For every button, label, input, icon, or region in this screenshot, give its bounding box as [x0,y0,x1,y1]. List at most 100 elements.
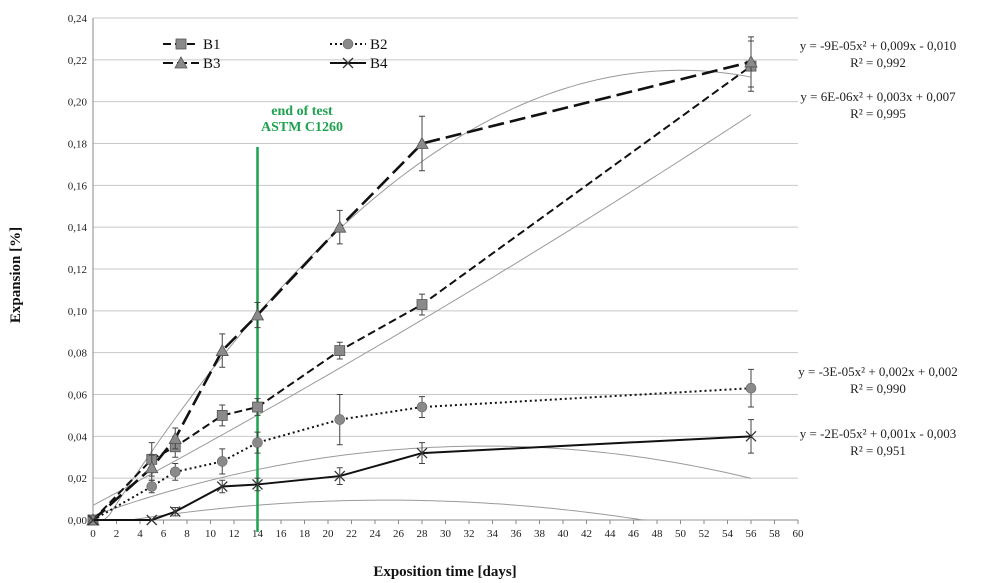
data-point [252,437,263,448]
equations: y = 6E-06x² + 0,003x + 0,007 R² = 0,995 y … [798,38,958,458]
legend-label: B4 [370,56,388,72]
series-line [92,60,752,521]
data-point [87,514,99,526]
legend-marker [342,57,354,69]
x-tick-label: 4 [137,528,143,540]
x-tick-label: 16 [276,528,288,540]
annotation-label: ASTM C1260 [261,120,343,135]
x-tick-label: 12 [229,528,240,540]
data-point [334,470,346,482]
legend-item-b3: B3 [163,56,221,72]
y-tick-label: 0,16 [68,180,88,192]
y-tick-label: 0,00 [68,515,88,527]
x-tick-label: 54 [722,528,734,540]
data-point [168,431,182,444]
data-point [216,410,228,421]
trend-r2-b2: R² = 0,990 [850,381,906,396]
legend-marker [175,38,187,50]
data-point [169,466,181,478]
series-group [86,36,758,526]
data-point [416,447,428,459]
y-tick-label: 0,22 [68,55,87,67]
x-tick-label: 60 [793,528,805,540]
data-point [250,308,265,321]
y-tick-label: 0,18 [68,139,88,151]
x-tick-label: 6 [161,528,167,540]
data-point [216,481,228,492]
y-tick-label: 0,04 [68,431,88,443]
data-point [252,478,263,490]
grid [93,17,798,479]
x-tick-label: 10 [205,528,217,540]
legend-label: B3 [203,56,221,72]
legend-marker [342,38,354,50]
x-tick-label: 58 [769,528,781,540]
data-point [169,506,181,518]
x-tick-label: 0 [90,528,96,540]
data-point [146,481,158,492]
x-tick-label: 14 [252,528,264,540]
annotation-label: end of test [271,104,333,119]
trend-equation-b2: y = -3E-05x² + 0,002x + 0,002 [798,364,958,379]
trend-equation-b3: y = -9E-05x² + 0,009x - 0,010 [800,38,957,53]
x-tick-label: 36 [511,528,523,540]
trendline-b4 [93,499,751,521]
legend-label: B1 [203,37,221,53]
data-point [334,345,346,356]
y-tick-label: 0,24 [68,13,88,25]
legend-marker [174,56,188,69]
trend-r2-b4: R² = 0,951 [850,443,906,458]
data-point [416,299,428,310]
y-axis-title: Expansion [%] [8,227,24,323]
data-point [215,343,229,356]
trendline-b1 [92,114,752,506]
x-tick-label: 42 [581,528,592,540]
x-tick-label: 24 [370,528,382,540]
x-tick-label: 40 [558,528,570,540]
x-tick-label: 2 [114,528,120,540]
x-tick-label: 32 [464,528,475,540]
x-tick-label: 52 [699,528,710,540]
x-tick-label: 48 [652,528,664,540]
y-tick-label: 0,08 [68,348,88,360]
x-tick-label: 26 [393,528,405,540]
x-tick-label: 50 [675,528,687,540]
x-tick-label: 8 [184,528,190,540]
legend-item-b1: B1 [163,37,221,53]
data-point [333,220,347,233]
data-point [216,456,228,467]
trend-equation-b1: y = 6E-06x² + 0,003x + 0,007 [800,89,956,104]
y-tick-label: 0,20 [68,97,88,109]
x-tick-label: 38 [534,528,546,540]
data-point [145,460,159,474]
trend-equation-b4: y = -2E-05x² + 0,001x - 0,003 [800,426,957,441]
y-tick-label: 0,12 [68,264,87,276]
data-point [744,55,758,68]
y-tick-label: 0,10 [68,306,88,318]
trend-r2-b1: R² = 0,995 [850,106,906,121]
legend-item-b2: B2 [330,37,388,53]
x-tick-label: 30 [440,528,452,540]
data-point [146,514,158,526]
y-tick-label: 0,06 [68,390,88,402]
x-tick-label: 46 [628,528,640,540]
data-point [745,382,757,394]
data-point [415,136,429,149]
legend: B1 B2 B3 B4 [163,37,388,72]
x-tick-label: 28 [417,528,429,540]
legend-item-b4: B4 [330,56,388,72]
x-tick-label: 20 [323,528,335,540]
data-point [252,401,263,413]
series-b2 [87,368,757,526]
y-tick-label: 0,02 [68,473,87,485]
data-point [416,401,428,413]
series-line [93,435,752,521]
axes: 0,00 0,02 0,04 0,06 0,08 0,10 0,12 0,14 0,16 0,18… [68,13,804,540]
x-axis-title: Exposition time [days] [373,564,516,580]
x-tick-label: 22 [346,528,357,540]
data-point [745,430,757,442]
y-tick-label: 0,14 [68,222,88,234]
series-b4 [87,419,757,526]
